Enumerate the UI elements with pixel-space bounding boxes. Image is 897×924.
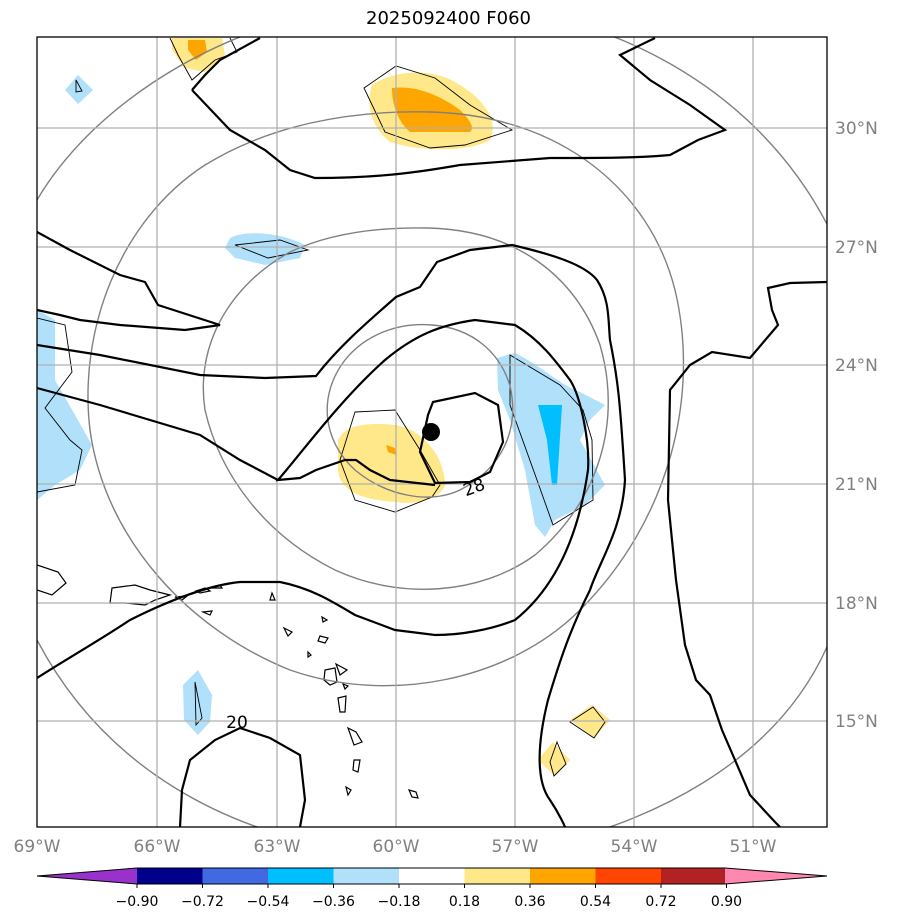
lon-tick: 63°W: [254, 837, 301, 857]
colorbar-tick-label: 0.90: [711, 894, 742, 910]
colorbar-extend-high: [725, 868, 827, 884]
colorbar: −0.90 −0.72 −0.54 −0.36 −0.18 0.18 0.36 0.54 0.7…: [36, 867, 828, 910]
colorbar-segment: [595, 868, 662, 884]
colorbar-tick-label: −0.36: [312, 894, 355, 910]
colorbar-segment: [268, 868, 334, 884]
colorbar-tick-label: −0.18: [378, 894, 421, 910]
coastlines: [37, 564, 419, 799]
colorbar-segment: [333, 868, 400, 884]
lat-tick: 21°N: [835, 475, 878, 495]
colorbar-tick-label: 0.72: [645, 894, 676, 910]
lon-tick: 69°W: [14, 837, 61, 857]
lat-tick: 15°N: [835, 712, 878, 732]
lat-lon-grid: [37, 37, 827, 827]
colorbar-segment: [661, 868, 727, 884]
lat-tick: 27°N: [835, 238, 878, 258]
colorbar-tick-label: −0.72: [181, 894, 224, 910]
lon-tick: 54°W: [611, 837, 658, 857]
colorbar-segment: [202, 868, 269, 884]
storm-center-marker: [422, 423, 440, 441]
range-rings: [37, 37, 827, 827]
lat-tick: 18°N: [835, 594, 878, 614]
colorbar-tick-label: −0.90: [116, 894, 159, 910]
lon-tick: 60°W: [373, 837, 420, 857]
colorbar-segment: [464, 868, 531, 884]
shaded-anomaly-fields: [37, 38, 610, 776]
latitude-ticks: 30°N 27°N 24°N 21°N 18°N 15°N: [835, 119, 878, 732]
lon-tick: 57°W: [492, 837, 539, 857]
lon-tick: 51°W: [730, 837, 777, 857]
colorbar-tick-label: 0.18: [449, 894, 480, 910]
colorbar-segment: [530, 868, 596, 884]
thick-contours: [37, 37, 827, 827]
colorbar-segment: [137, 868, 203, 884]
colorbar-tick-label: 0.54: [580, 894, 611, 910]
colorbar-segment: [399, 868, 465, 884]
lon-tick: 66°W: [134, 837, 181, 857]
contour-label-20: 20: [226, 713, 248, 733]
lat-tick: 24°N: [835, 356, 878, 376]
map-title: 2025092400 F060: [366, 8, 531, 29]
colorbar-extend-low: [37, 868, 137, 884]
longitude-ticks: 69°W 66°W 63°W 60°W 57°W 54°W 51°W: [14, 837, 777, 857]
colorbar-tick-label: 0.36: [514, 894, 545, 910]
colorbar-tick-label: −0.54: [247, 894, 290, 910]
lat-tick: 30°N: [835, 119, 878, 139]
map-frame: [36, 36, 828, 828]
